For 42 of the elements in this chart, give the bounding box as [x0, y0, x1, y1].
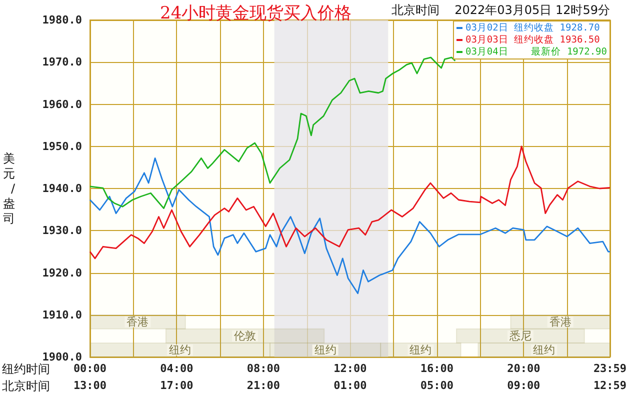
- x2-tick-label: 13:00: [73, 379, 107, 392]
- x2-tick-label: 05:00: [420, 379, 454, 392]
- x-tick-label: 20:00: [507, 362, 540, 375]
- x-tick-label: 04:00: [160, 362, 194, 375]
- x2-tick-label: 17:00: [160, 379, 194, 392]
- y-tick-label: 1910.0: [42, 308, 82, 322]
- band-label: 伦敦: [234, 329, 256, 342]
- legend-label: 03月02日 纽约收盘 1928.70: [465, 22, 600, 34]
- legend-label: 03月03日 纽约收盘 1936.50: [465, 34, 600, 46]
- legend-label: 03月04日 最新价 1972.90: [465, 46, 608, 58]
- chart-subtitle: 北京时间 2022年03月05日 12时59分: [391, 3, 610, 17]
- x-tick-label: 12:00: [334, 362, 367, 375]
- y-tick-label: 1960.0: [42, 98, 82, 111]
- y-tick-label: 1930.0: [42, 224, 82, 238]
- y-tick-label: 1980.0: [42, 14, 82, 26]
- band-label: 纽约: [533, 343, 556, 356]
- x2-tick-label: 21:00: [246, 379, 280, 392]
- x-tick-label: 00:00: [73, 362, 107, 375]
- y-tick-label: 1900.0: [42, 350, 82, 364]
- x2-tick-label: 12:59: [593, 379, 627, 392]
- x-tick-label: 08:00: [246, 362, 280, 375]
- band-label: 纽约: [410, 343, 432, 356]
- x2-tick-label: 01:00: [334, 379, 367, 392]
- band-label: 香港: [549, 315, 572, 328]
- line-series: [89, 157, 611, 294]
- y-tick-label: 1940.0: [42, 182, 82, 195]
- chart-title: 24小时黄金现货买入价格: [160, 4, 352, 24]
- x-tick-label: 23:59: [593, 362, 627, 375]
- y-tick-label: 1970.0: [42, 56, 82, 69]
- x2-tick-label: 09:00: [507, 379, 540, 392]
- line-series: [89, 146, 611, 260]
- y-axis-title: 美元/盎司: [3, 152, 16, 226]
- band-label: 纽约: [314, 343, 336, 356]
- y-tick-label: 1950.0: [42, 140, 82, 153]
- band-label: 香港: [126, 315, 149, 328]
- text: 北京时间: [2, 379, 50, 393]
- text: 纽约时间: [2, 362, 50, 376]
- x-tick-label: 16:00: [420, 362, 454, 375]
- y-tick-label: 1920.0: [42, 266, 82, 280]
- band-label: 纽约: [168, 343, 191, 356]
- line-series: [89, 56, 456, 209]
- band-label: 悉尼: [508, 329, 532, 342]
